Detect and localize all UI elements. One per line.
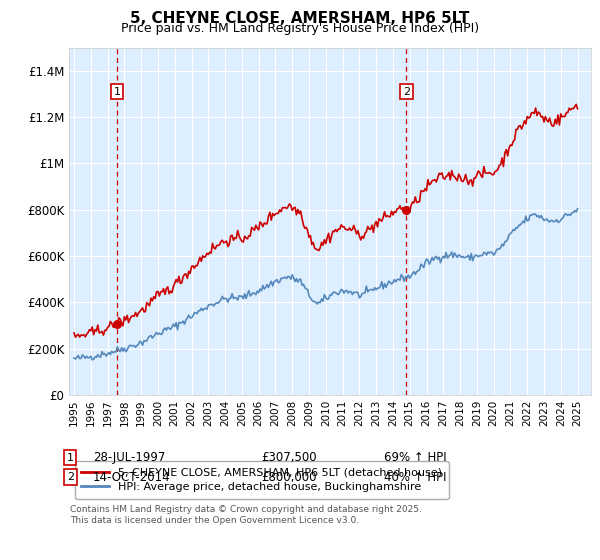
- Text: £800,000: £800,000: [261, 470, 317, 484]
- Text: £307,500: £307,500: [261, 451, 317, 464]
- Text: 2: 2: [403, 87, 410, 96]
- Text: 1: 1: [113, 87, 121, 96]
- Text: 5, CHEYNE CLOSE, AMERSHAM, HP6 5LT: 5, CHEYNE CLOSE, AMERSHAM, HP6 5LT: [130, 11, 470, 26]
- Text: 40% ↑ HPI: 40% ↑ HPI: [384, 470, 446, 484]
- Text: 2: 2: [67, 472, 74, 482]
- Text: Price paid vs. HM Land Registry's House Price Index (HPI): Price paid vs. HM Land Registry's House …: [121, 22, 479, 35]
- Text: 69% ↑ HPI: 69% ↑ HPI: [384, 451, 446, 464]
- Text: 14-OCT-2014: 14-OCT-2014: [93, 470, 170, 484]
- Point: [112, 319, 122, 328]
- Text: Contains HM Land Registry data © Crown copyright and database right 2025.
This d: Contains HM Land Registry data © Crown c…: [70, 505, 422, 525]
- Text: 1: 1: [67, 452, 74, 463]
- Legend: 5, CHEYNE CLOSE, AMERSHAM, HP6 5LT (detached house), HPI: Average price, detache: 5, CHEYNE CLOSE, AMERSHAM, HP6 5LT (deta…: [74, 461, 449, 499]
- Text: 28-JUL-1997: 28-JUL-1997: [93, 451, 166, 464]
- Point: [401, 205, 411, 214]
